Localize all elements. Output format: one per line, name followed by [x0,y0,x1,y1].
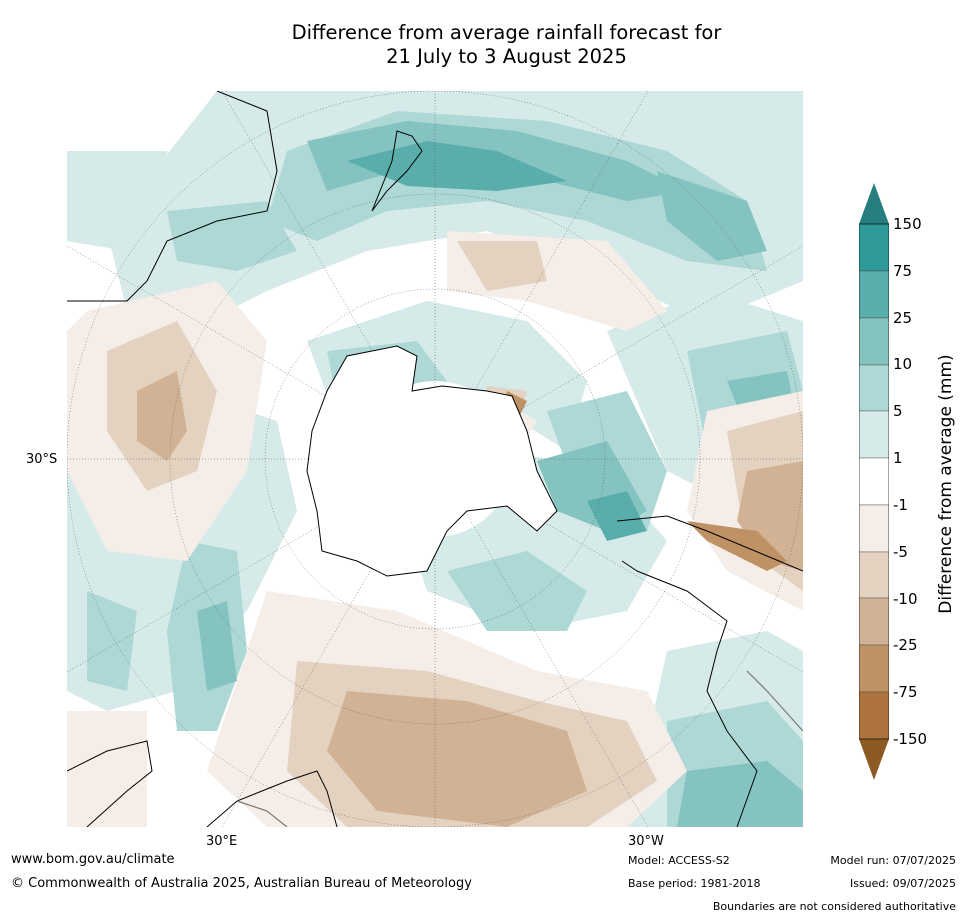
colorbar-band [858,364,890,412]
base-period-text: Base period: 1981-2018 [628,877,761,890]
colorbar-label: Difference from average (mm) [936,354,956,614]
longitude-label-west: 30°W [628,834,664,849]
colorbar-tick: -150 [893,730,928,748]
colorbar-tick: 25 [893,309,913,327]
colorbar-tick: 5 [893,402,903,420]
africa-coastline [67,740,338,827]
graticule [67,91,803,827]
colorbar-band [858,317,890,366]
colorbar-tick: -10 [893,590,918,608]
model-run-text: Model run: 07/07/2025 [830,854,956,867]
australia-coastline [67,91,278,302]
colorbar-band [858,551,890,599]
colorbar-tick: 1 [893,449,903,467]
title-line-2: 21 July to 3 August 2025 [386,45,627,68]
model-text: Model: ACCESS-S2 [628,854,730,867]
colorbar-band [858,410,890,459]
issued-text: Issued: 09/07/2025 [849,877,956,890]
footer-url[interactable]: www.bom.gov.au/climate [11,852,175,867]
colorbar-tick: 150 [893,215,922,233]
title-line-1: Difference from average rainfall forecas… [291,21,722,44]
rainfall-difference-map [67,91,803,827]
disclaimer-text: Boundaries are not considered authoritat… [712,900,956,913]
colorbar-band [858,691,890,740]
colorbar-tick: -1 [893,496,908,514]
country-border [746,670,803,732]
colorbar-tick: -25 [893,636,918,654]
longitude-label-east: 30°E [206,834,238,849]
antarctica-coastline [306,345,558,577]
colorbar-tick: -5 [893,543,908,561]
new-zealand-coastline [371,130,423,212]
drier-areas [67,231,803,827]
colorbar-over-triangle [859,183,889,224]
country-border-africa [236,800,288,827]
colorbar-tick: 75 [893,262,913,280]
footer-copyright: © Commonwealth of Australia 2025, Austra… [11,876,472,891]
colorbar-band [858,597,890,646]
colorbar-tick: -75 [893,683,918,701]
map-title: Difference from average rainfall forecas… [0,21,965,69]
colorbar-tick: 10 [893,355,913,373]
colorbar-band [858,504,890,553]
colorbar-band [858,644,890,693]
colorbar [858,183,890,781]
colorbar-under-triangle [859,739,889,780]
latitude-label: 30°S [26,452,58,467]
south-america-coastline [616,515,803,827]
colorbar-band [858,457,890,506]
colorbar-band [858,270,890,319]
colorbar-band [858,223,890,272]
